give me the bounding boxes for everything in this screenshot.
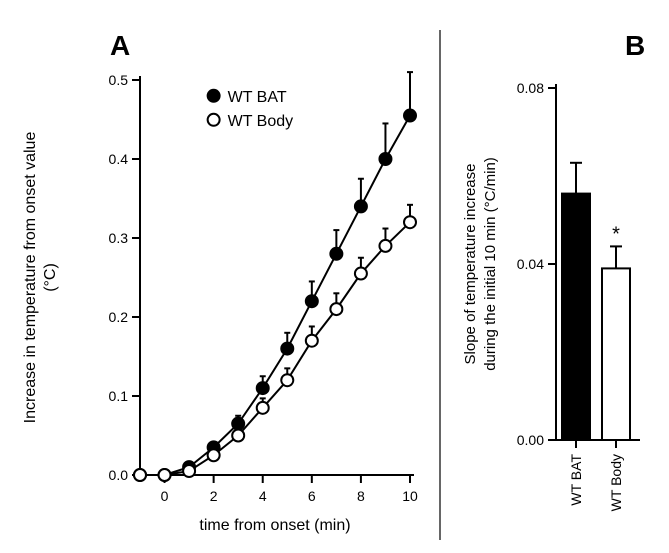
- panel-b-y-tick-label: 0.04: [517, 256, 544, 272]
- panel-a-marker: [306, 335, 318, 347]
- panel-a-y-tick-label: 0.0: [109, 467, 129, 483]
- panel-b-y-tick-label: 0.00: [517, 432, 544, 448]
- svg-text:WT Body: WT Body: [608, 454, 624, 511]
- panel-a-marker: [183, 465, 195, 477]
- panel-a-marker: [306, 295, 318, 307]
- svg-text:during the initial 10 min (°C/: during the initial 10 min (°C/min): [482, 157, 499, 371]
- panel-a-x-tick-label: 8: [357, 488, 365, 504]
- panel-a-x-tick-label: 4: [259, 488, 267, 504]
- svg-text:(°C): (°C): [42, 263, 59, 292]
- panel-a-marker: [257, 382, 269, 394]
- legend-label: WT BAT: [228, 89, 287, 106]
- panel-a-marker: [208, 449, 220, 461]
- panel-b-bar: [562, 194, 590, 440]
- significance-marker: *: [612, 223, 620, 245]
- panel-b-x-label: WT Body: [608, 454, 624, 511]
- panel-a-x-tick-label: 0: [161, 488, 169, 504]
- panel-a-marker: [404, 216, 416, 228]
- figure: A 0 2 4 6 8 10 0.0 0.1 0.2 0.3 0.4 0.5 time from onse…: [0, 0, 669, 553]
- panel-b-x-label: WT BAT: [568, 454, 584, 506]
- panel-a-marker: [355, 200, 367, 212]
- panel-a-marker: [232, 430, 244, 442]
- panel-a-marker: [257, 402, 269, 414]
- panel-a-marker: [330, 303, 342, 315]
- svg-text:WT BAT: WT BAT: [568, 454, 584, 506]
- panel-a-y-tick-label: 0.2: [109, 309, 129, 325]
- figure-svg: A 0 2 4 6 8 10 0.0 0.1 0.2 0.3 0.4 0.5 time from onse…: [0, 0, 669, 553]
- panel-a-series-line: [140, 222, 410, 475]
- panel-b-letter: B: [625, 30, 645, 61]
- panel-a-series-line: [140, 116, 410, 475]
- panel-a-marker: [379, 153, 391, 165]
- panel-a-y-tick-label: 0.3: [109, 230, 129, 246]
- panel-a-y-label: Increase in temperature from onset value…: [22, 132, 59, 424]
- panel-a-marker: [355, 268, 367, 280]
- panel-a-marker: [404, 110, 416, 122]
- legend-label: WT Body: [228, 113, 293, 130]
- panel-a-x-tick-label: 10: [402, 488, 418, 504]
- panel-a-marker: [232, 418, 244, 430]
- panel-a-x-label: time from onset (min): [199, 517, 350, 534]
- panel-b-bar: [602, 268, 630, 440]
- panel-a-letter: A: [110, 30, 130, 61]
- panel-b-y-label: Slope of temperature increaseduring the …: [462, 157, 499, 371]
- panel-a-x-tick-label: 2: [210, 488, 218, 504]
- panel-a: A 0 2 4 6 8 10 0.0 0.1 0.2 0.3 0.4 0.5 time from onse…: [22, 30, 418, 534]
- legend-marker: [208, 114, 220, 126]
- panel-a-y-tick-label: 0.4: [109, 151, 129, 167]
- svg-text:Increase in temperature from o: Increase in temperature from onset value: [22, 132, 39, 424]
- panel-a-marker: [281, 343, 293, 355]
- panel-b: B 0.00 0.04 0.08 Slope of temperature increa…: [462, 30, 645, 511]
- svg-text:Slope of temperature increase: Slope of temperature increase: [462, 164, 479, 365]
- panel-a-marker: [379, 240, 391, 252]
- panel-a-x-tick-label: 6: [308, 488, 316, 504]
- panel-b-y-tick-label: 0.08: [517, 80, 544, 96]
- panel-a-y-tick-label: 0.5: [109, 72, 129, 88]
- legend-marker: [208, 90, 220, 102]
- panel-a-y-tick-label: 0.1: [109, 388, 129, 404]
- panel-a-marker: [330, 248, 342, 260]
- panel-a-marker: [134, 469, 146, 481]
- panel-a-marker: [281, 374, 293, 386]
- panel-a-marker: [159, 469, 171, 481]
